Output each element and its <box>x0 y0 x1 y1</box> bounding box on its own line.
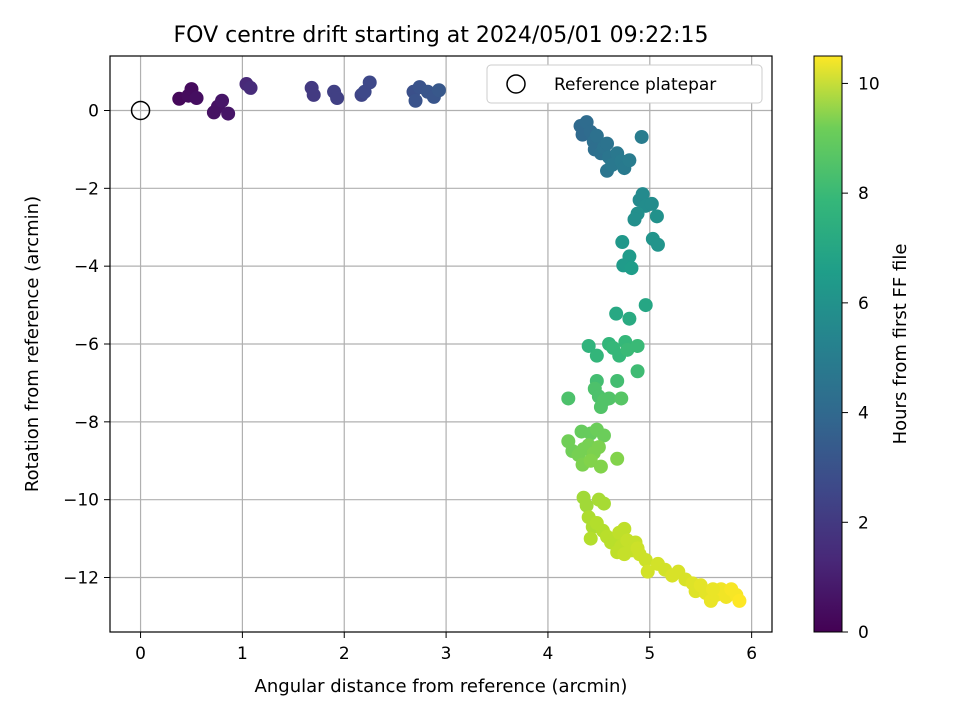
data-point <box>622 153 637 168</box>
y-axis-label: Rotation from reference (arcmin) <box>22 196 43 492</box>
colorbar-tick-label: 4 <box>858 404 869 424</box>
x-tick-label: 6 <box>746 644 757 664</box>
legend: Reference platepar <box>486 64 763 104</box>
data-point <box>622 311 637 326</box>
legend-marker-icon <box>506 74 526 94</box>
data-points <box>172 75 747 608</box>
data-point <box>583 531 598 546</box>
data-point <box>330 91 345 106</box>
data-point <box>189 91 204 106</box>
x-axis-ticks: 0 1 2 3 4 5 6 <box>135 632 757 664</box>
data-point <box>579 498 594 513</box>
data-point <box>634 129 649 144</box>
y-tick-label: −4 <box>74 257 99 277</box>
data-point <box>593 459 608 474</box>
data-point <box>408 93 423 108</box>
data-point <box>306 87 321 102</box>
colorbar-label: Hours from first FF file <box>890 244 911 445</box>
data-point <box>596 496 611 511</box>
data-point <box>627 212 642 227</box>
data-point <box>215 93 230 108</box>
data-point <box>649 209 664 224</box>
colorbar-tick-label: 0 <box>858 623 869 643</box>
data-point <box>610 451 625 466</box>
data-point <box>581 338 596 353</box>
x-tick-label: 2 <box>339 644 350 664</box>
data-point <box>630 364 645 379</box>
y-axis-ticks: 0 −2 −4 −6 −8 −10 −12 <box>63 101 110 589</box>
x-tick-label: 4 <box>543 644 554 664</box>
data-point <box>705 582 720 597</box>
colorbar-tick-label: 10 <box>858 74 880 94</box>
data-point <box>561 391 576 406</box>
data-point <box>640 564 655 579</box>
data-point <box>650 237 665 252</box>
data-point <box>614 391 629 406</box>
y-tick-label: −8 <box>74 413 99 433</box>
data-point <box>630 338 645 353</box>
data-point <box>624 261 639 276</box>
y-tick-label: −6 <box>74 335 99 355</box>
legend-box <box>486 64 763 104</box>
x-axis-label: Angular distance from reference (arcmin) <box>255 676 628 697</box>
colorbar <box>813 55 843 633</box>
data-point <box>591 440 606 455</box>
data-point <box>243 80 258 95</box>
data-point <box>638 553 653 567</box>
data-point <box>593 400 608 415</box>
data-point <box>615 235 630 250</box>
colorbar-tick-label: 6 <box>858 294 869 314</box>
data-point <box>221 106 236 121</box>
colorbar-ticks: 0 2 4 6 8 10 <box>842 74 880 643</box>
x-tick-label: 5 <box>644 644 655 664</box>
x-tick-label: 3 <box>441 644 452 664</box>
x-tick-label: 1 <box>237 644 248 664</box>
y-tick-label: −10 <box>63 491 99 511</box>
data-point <box>583 453 598 468</box>
legend-entry: Reference platepar <box>554 75 716 95</box>
x-tick-label: 0 <box>135 644 146 664</box>
chart-title: FOV centre drift starting at 2024/05/01 … <box>174 23 709 48</box>
data-point <box>589 348 604 363</box>
data-point <box>644 196 659 211</box>
data-point <box>609 306 624 321</box>
y-tick-label: −2 <box>74 179 99 199</box>
grid-lines <box>110 56 772 632</box>
data-point <box>589 128 604 143</box>
data-point <box>635 187 650 202</box>
data-point <box>617 521 632 536</box>
data-point <box>596 428 611 443</box>
data-point <box>431 83 446 98</box>
y-tick-label: −12 <box>63 569 99 589</box>
colorbar-tick-label: 2 <box>858 513 869 533</box>
colorbar-tick-label: 8 <box>858 184 869 204</box>
y-tick-label: 0 <box>88 101 99 121</box>
data-point <box>638 298 653 313</box>
data-point <box>732 593 747 608</box>
reference-point-marker <box>130 100 151 121</box>
data-point <box>600 136 615 151</box>
data-point <box>362 75 377 90</box>
data-point <box>610 373 625 388</box>
